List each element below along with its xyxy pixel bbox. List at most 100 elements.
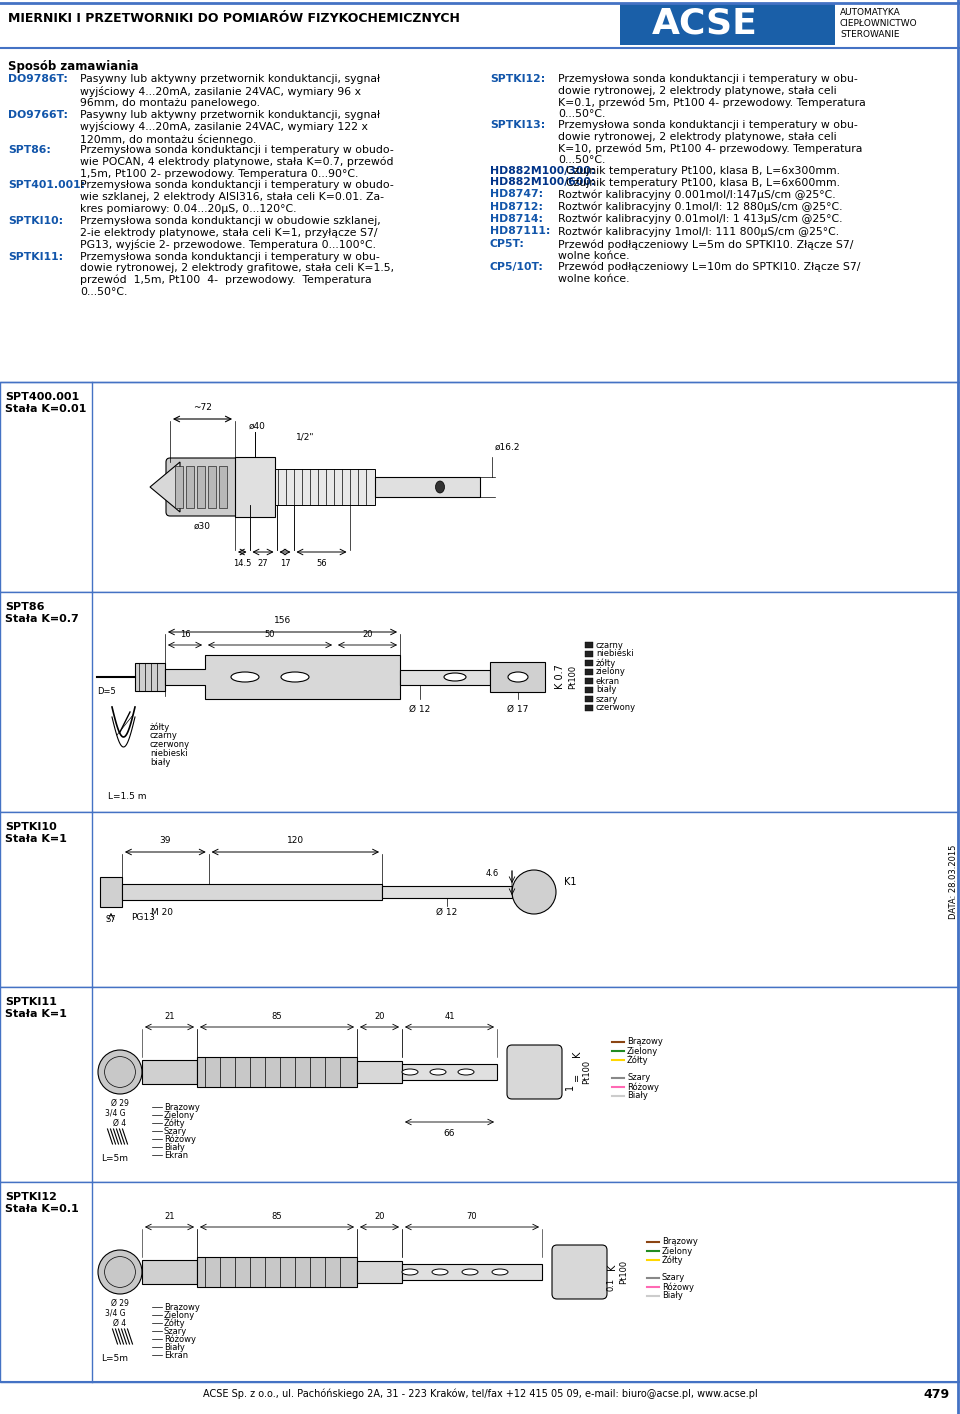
- Ellipse shape: [231, 672, 259, 682]
- Text: Pt100: Pt100: [568, 665, 578, 689]
- Text: Biały: Biały: [662, 1291, 683, 1301]
- Text: niebieski: niebieski: [596, 649, 634, 659]
- Text: 3/4 G: 3/4 G: [105, 1309, 126, 1318]
- Ellipse shape: [458, 1069, 474, 1075]
- Text: 41: 41: [444, 1012, 455, 1021]
- Text: 1: 1: [565, 1085, 575, 1090]
- Text: Ø 29: Ø 29: [111, 1099, 129, 1109]
- Bar: [585, 677, 593, 684]
- Circle shape: [512, 870, 556, 913]
- Text: Sposób zamawiania: Sposób zamawiania: [8, 59, 138, 74]
- Text: Zielony: Zielony: [164, 1110, 195, 1120]
- Bar: [585, 650, 593, 658]
- Text: Stała K=0.1: Stała K=0.1: [5, 1203, 79, 1215]
- Text: 20: 20: [374, 1212, 385, 1222]
- Bar: [382, 887, 512, 898]
- Text: HD87111:: HD87111:: [490, 226, 550, 236]
- Text: 70: 70: [467, 1212, 477, 1222]
- Text: 66: 66: [444, 1128, 455, 1138]
- Ellipse shape: [430, 1069, 446, 1075]
- Bar: [142, 1260, 197, 1284]
- Text: K1: K1: [564, 877, 577, 887]
- Bar: [122, 884, 382, 899]
- Text: czarny: czarny: [150, 731, 178, 740]
- Text: 85: 85: [272, 1212, 282, 1222]
- Text: Przemysłowa sonda konduktancji i temperatury w obu-
dowie rytronowej, 2 elektrod: Przemysłowa sonda konduktancji i tempera…: [558, 74, 866, 119]
- Text: czerwony: czerwony: [150, 740, 190, 749]
- Text: K: K: [572, 1051, 582, 1058]
- Text: SPTKI13:: SPTKI13:: [490, 120, 545, 130]
- Text: L=1.5 m: L=1.5 m: [108, 792, 146, 800]
- Bar: [142, 1060, 197, 1085]
- Text: ACSE: ACSE: [652, 7, 758, 41]
- Text: Ekran: Ekran: [164, 1350, 188, 1359]
- Text: Zielony: Zielony: [662, 1247, 693, 1256]
- Text: SPT86:: SPT86:: [8, 146, 51, 156]
- Text: 120: 120: [287, 836, 304, 846]
- Text: Brązowy: Brązowy: [662, 1237, 698, 1247]
- Bar: [585, 669, 593, 674]
- Text: Czujnik temperatury Pt100, klasa B, L=6x300mm.: Czujnik temperatury Pt100, klasa B, L=6x…: [565, 165, 840, 175]
- Text: ekran: ekran: [596, 676, 620, 686]
- Text: Brązowy: Brązowy: [164, 1103, 200, 1111]
- Text: Przewód podłączeniowy L=10m do SPTKI10. Złącze S7/
wolne końce.: Przewód podłączeniowy L=10m do SPTKI10. …: [558, 262, 860, 284]
- Text: Czujnik temperatury Pt100, klasa B, L=6x600mm.: Czujnik temperatury Pt100, klasa B, L=6x…: [565, 178, 840, 188]
- Text: 50: 50: [265, 631, 276, 639]
- Text: Ø 12: Ø 12: [437, 908, 458, 918]
- Text: SPT401.001:: SPT401.001:: [8, 181, 85, 191]
- Text: SPTKI12:: SPTKI12:: [490, 74, 545, 83]
- Bar: [400, 669, 490, 684]
- Text: szary: szary: [596, 694, 618, 704]
- Text: Żółty: Żółty: [164, 1118, 185, 1128]
- Text: 156: 156: [274, 617, 291, 625]
- Text: SPTKI11:: SPTKI11:: [8, 252, 63, 262]
- Text: Ekran: Ekran: [164, 1151, 188, 1159]
- Ellipse shape: [436, 481, 444, 493]
- Text: ø40: ø40: [249, 421, 265, 431]
- Bar: [197, 467, 205, 508]
- Text: HD882M100/300:: HD882M100/300:: [490, 165, 595, 175]
- Bar: [0, 592, 958, 812]
- Bar: [585, 696, 593, 701]
- Text: S7: S7: [106, 915, 116, 923]
- Text: HD882M100/600:: HD882M100/600:: [490, 178, 595, 188]
- Bar: [197, 1257, 357, 1287]
- Text: żółty: żółty: [150, 723, 170, 731]
- Bar: [0, 1182, 958, 1381]
- Text: ø16.2: ø16.2: [495, 443, 520, 452]
- Text: Przemysłowa sonda konduktancji i temperatury w obu-
dowie rytronowej, 2 elektrod: Przemysłowa sonda konduktancji i tempera…: [80, 252, 395, 297]
- Text: zielony: zielony: [596, 667, 626, 676]
- Text: ø30: ø30: [194, 522, 211, 532]
- Text: Różowy: Różowy: [627, 1082, 659, 1092]
- Polygon shape: [150, 462, 180, 512]
- Text: 4.6: 4.6: [486, 870, 498, 878]
- Text: SPT86: SPT86: [5, 602, 44, 612]
- Text: L=5m: L=5m: [102, 1355, 129, 1363]
- Text: SPTKI12: SPTKI12: [5, 1192, 57, 1202]
- Text: Szary: Szary: [662, 1274, 685, 1282]
- Text: Ø 29: Ø 29: [111, 1299, 129, 1308]
- FancyBboxPatch shape: [552, 1244, 607, 1299]
- Text: K: K: [607, 1264, 617, 1270]
- Text: Biały: Biały: [164, 1143, 185, 1151]
- Text: SPTKI11: SPTKI11: [5, 997, 57, 1007]
- Text: Roztwór kalibracyjny 0.001mol/l:147μS/cm @25°C.: Roztwór kalibracyjny 0.001mol/l:147μS/cm…: [558, 189, 835, 199]
- Text: D=5: D=5: [98, 687, 116, 696]
- Text: Biały: Biały: [627, 1092, 648, 1100]
- Text: niebieski: niebieski: [150, 749, 187, 758]
- Text: Przemysłowa sonda konduktancji i temperatury w obu-
dowie rytronowej, 2 elektrod: Przemysłowa sonda konduktancji i tempera…: [558, 120, 862, 165]
- Text: 21: 21: [164, 1012, 175, 1021]
- Ellipse shape: [402, 1268, 418, 1275]
- Text: Szary: Szary: [627, 1073, 650, 1083]
- Text: 20: 20: [362, 631, 372, 639]
- Bar: [585, 660, 593, 666]
- Bar: [235, 457, 275, 518]
- Text: ~72: ~72: [193, 403, 212, 411]
- Text: Brązowy: Brązowy: [627, 1038, 662, 1046]
- Text: CP5/10T:: CP5/10T:: [490, 262, 544, 271]
- Bar: [585, 687, 593, 693]
- Circle shape: [98, 1051, 142, 1094]
- Text: Zielony: Zielony: [164, 1311, 195, 1319]
- Bar: [0, 812, 958, 987]
- Text: Różowy: Różowy: [164, 1134, 196, 1144]
